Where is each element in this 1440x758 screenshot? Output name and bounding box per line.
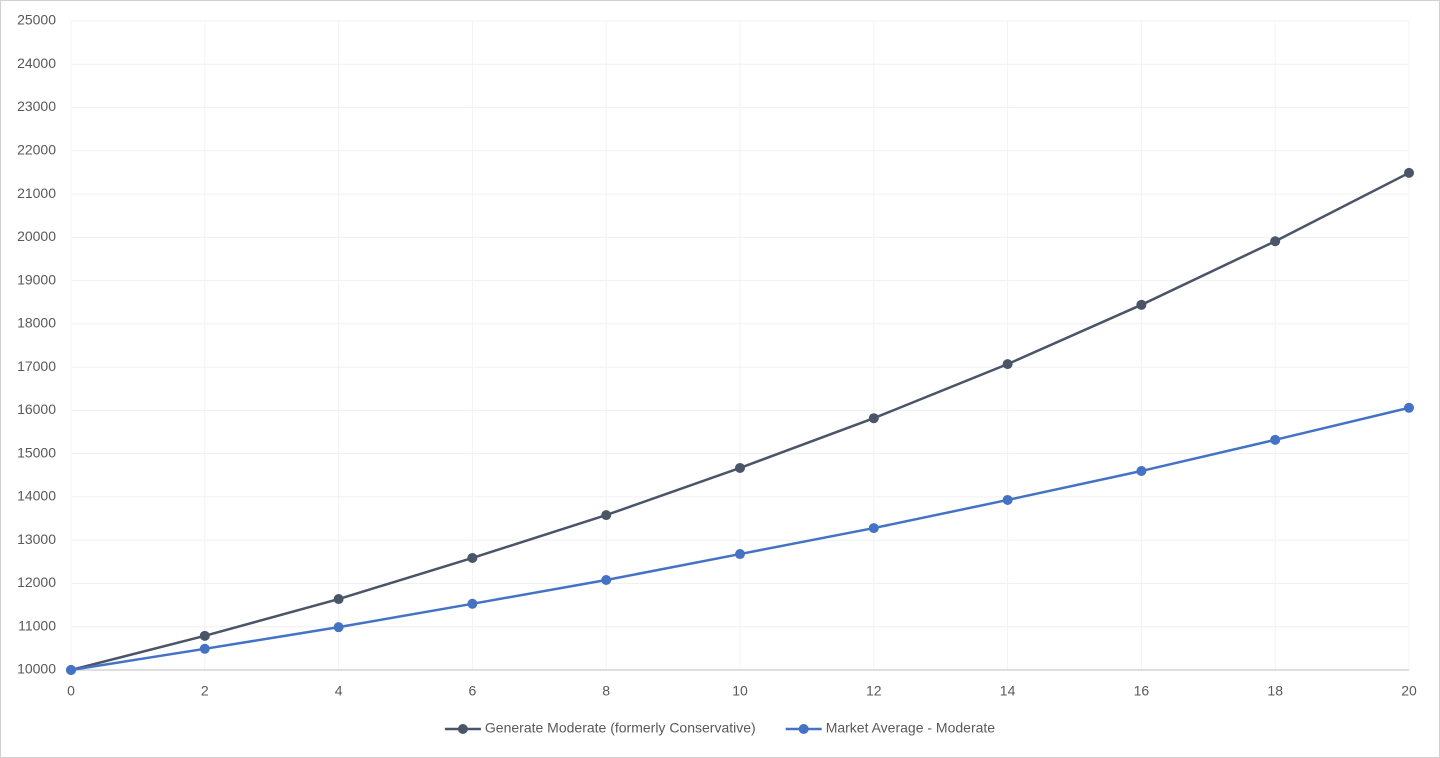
- data-point: [199, 643, 210, 654]
- data-point: [66, 665, 76, 675]
- legend: Generate Moderate (formerly Conservative…: [444, 720, 996, 736]
- x-tick-label: 6: [469, 683, 477, 699]
- y-tick-label: 21000: [17, 185, 56, 201]
- data-point: [1404, 402, 1414, 413]
- data-point: [1270, 236, 1281, 247]
- y-tick-label: 19000: [17, 271, 56, 287]
- data-point: [467, 552, 478, 563]
- x-tick-label: 14: [1000, 683, 1016, 699]
- x-tick-label: 12: [866, 683, 882, 699]
- x-tick-label: 8: [602, 683, 610, 699]
- y-tick-label: 10000: [17, 661, 56, 677]
- y-tick-label: 18000: [17, 315, 56, 331]
- y-tick-label: 11000: [18, 617, 56, 633]
- y-tick-label: 22000: [17, 142, 56, 158]
- y-tick-label: 23000: [17, 98, 56, 114]
- legend-label: Market Average - Moderate: [826, 720, 996, 736]
- data-point: [1002, 494, 1013, 505]
- data-point: [735, 549, 745, 560]
- x-tick-label: 18: [1267, 683, 1283, 699]
- x-tick-label: 2: [201, 683, 209, 699]
- x-tick-label: 4: [335, 683, 343, 699]
- y-tick-label: 25000: [17, 12, 56, 28]
- y-tick-label: 14000: [17, 488, 56, 504]
- y-tick-label: 20000: [17, 228, 56, 244]
- data-point: [199, 630, 210, 641]
- data-point: [467, 598, 478, 609]
- y-tick-label: 16000: [17, 401, 56, 417]
- legend-swatch-point: [457, 724, 468, 734]
- legend-label: Generate Moderate (formerly Conservative…: [485, 720, 756, 736]
- data-point: [1404, 167, 1414, 178]
- y-tick-label: 17000: [17, 358, 56, 374]
- data-point: [868, 413, 879, 424]
- legend-item: Market Average - Moderate: [785, 720, 996, 736]
- data-point: [1270, 434, 1281, 445]
- data-point: [601, 510, 612, 521]
- data-point: [601, 575, 612, 586]
- y-tick-label: 13000: [17, 531, 56, 547]
- data-point: [868, 523, 879, 534]
- x-tick-label: 16: [1134, 683, 1150, 699]
- legend-swatch-point: [798, 724, 809, 734]
- y-tick-label: 24000: [17, 55, 56, 71]
- x-tick-label: 0: [67, 683, 75, 699]
- data-point: [1136, 465, 1147, 476]
- data-point: [333, 622, 344, 633]
- y-tick-label: 12000: [17, 574, 56, 590]
- data-point: [735, 462, 745, 473]
- legend-item: Generate Moderate (formerly Conservative…: [444, 720, 756, 736]
- x-tick-label: 20: [1401, 683, 1417, 699]
- data-point: [1136, 299, 1147, 310]
- data-point: [333, 594, 344, 605]
- x-tick-label: 10: [732, 683, 748, 699]
- data-point: [1002, 359, 1013, 370]
- y-tick-label: 15000: [17, 444, 56, 460]
